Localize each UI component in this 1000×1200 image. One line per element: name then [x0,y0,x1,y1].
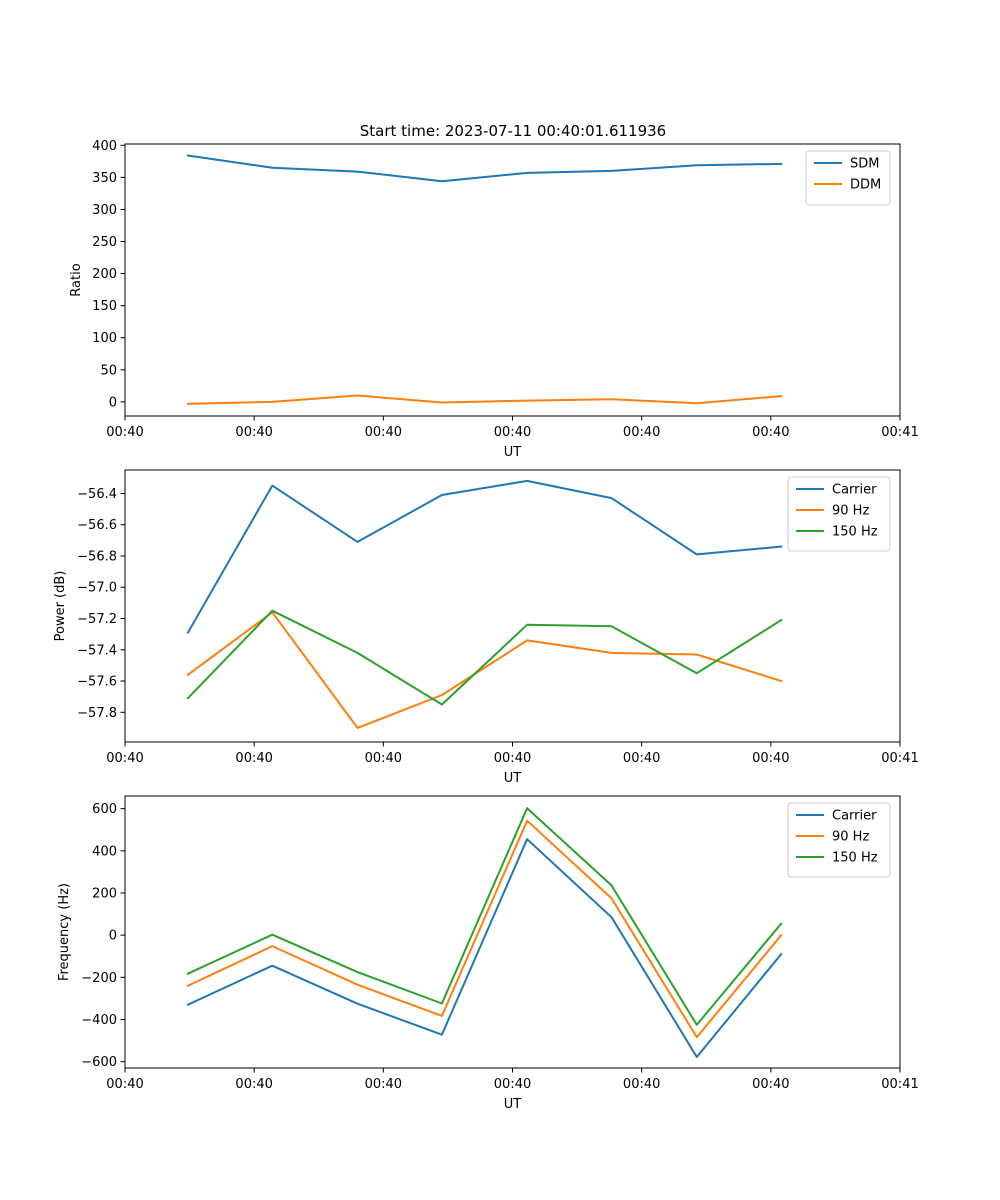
series-line-ddm [186,394,783,405]
legend: SDM DDM [805,150,891,206]
x-tick-label: 00:40 [235,425,272,440]
y-tick-label: 200 [92,886,117,901]
chart-1: 00:40 00:40 00:40 00:40 00:40 00:40 00:41 0 50 10… [69,139,919,460]
legend-box [787,476,891,552]
series-line-sdm [186,154,783,183]
y-tick-label: −57.8 [77,706,117,721]
legend-box [787,802,891,878]
x-tick-label: 00:40 [623,751,660,766]
legend-label: SDM [850,157,879,172]
x-tick-label: 00:41 [881,1077,918,1092]
y-tick-label: 400 [92,844,117,859]
x-tick-label: 00:40 [365,425,402,440]
x-tick-label: 00:40 [494,1077,531,1092]
series-line-150-hz [186,609,783,706]
x-tick-label: 00:40 [106,1077,143,1092]
y-tick-label: 100 [92,331,117,346]
y-tick-label: −200 [81,971,117,986]
y-tick-label: 250 [92,235,117,250]
x-tick-label: 00:41 [881,425,918,440]
y-tick-label: −600 [81,1055,117,1070]
x-tick-label: 00:41 [881,751,918,766]
x-tick-label: 00:40 [752,751,789,766]
x-tick-label: 00:40 [752,1077,789,1092]
chart-3: 00:40 00:40 00:40 00:40 00:40 00:40 00:41 −600 −… [57,795,919,1112]
x-tick-label: 00:40 [106,751,143,766]
legend-label: Carrier [832,809,877,824]
legend: Carrier 90 Hz 150 Hz [787,476,891,552]
x-tick-label: 00:40 [494,751,531,766]
legend-label: 150 Hz [832,851,878,866]
figure-title: Start time: 2023-07-11 00:40:01.611936 [360,122,666,140]
y-tick-label: 0 [109,395,117,410]
x-axis-label: UT [504,1097,522,1112]
y-tick-label: 300 [92,203,117,218]
y-tick-label: −56.6 [77,518,117,533]
x-tick-label: 00:40 [365,751,402,766]
y-tick-label: 350 [92,171,117,186]
series-line-carrier [186,838,783,1058]
y-tick-label: −400 [81,1013,117,1028]
y-axis-label: Power (dB) [53,571,68,642]
x-tick-label: 00:40 [494,425,531,440]
x-tick-label: 00:40 [235,751,272,766]
plot-frame [124,795,901,1069]
x-axis-label: UT [504,771,522,786]
y-tick-label: 200 [92,267,117,282]
y-tick-label: 0 [109,929,117,944]
y-tick-label: −57.4 [77,643,117,658]
legend-label: 90 Hz [832,830,869,845]
x-tick-label: 00:40 [752,425,789,440]
legend-label: DDM [850,178,881,193]
y-tick-label: −57.6 [77,675,117,690]
y-tick-label: −57.0 [77,581,117,596]
series-line-150-hz [186,807,783,1026]
x-tick-label: 00:40 [365,1077,402,1092]
series-line-carrier [186,479,783,634]
x-tick-label: 00:40 [106,425,143,440]
y-axis-label: Frequency (Hz) [57,883,72,981]
y-tick-label: 150 [92,299,117,314]
y-tick-label: 400 [92,139,117,154]
y-tick-label: −56.4 [77,487,117,502]
series-line-90-hz [186,611,783,729]
y-tick-label: −57.2 [77,612,117,627]
legend-box [805,150,891,206]
plot-frame [124,469,901,743]
x-axis-label: UT [504,445,522,460]
x-tick-label: 00:40 [623,1077,660,1092]
plot-frame [124,143,901,417]
chart-2: 00:40 00:40 00:40 00:40 00:40 00:40 00:41 −57.8… [53,469,919,786]
y-tick-label: −56.8 [77,549,117,564]
legend-label: Carrier [832,483,877,498]
y-tick-label: 600 [92,802,117,817]
y-axis-label: Ratio [69,263,84,296]
y-tick-label: 50 [100,363,117,378]
series-line-90-hz [186,819,783,1039]
legend: Carrier 90 Hz 150 Hz [787,802,891,878]
legend-label: 90 Hz [832,504,869,519]
x-tick-label: 00:40 [623,425,660,440]
x-tick-label: 00:40 [235,1077,272,1092]
legend-label: 150 Hz [832,525,878,540]
